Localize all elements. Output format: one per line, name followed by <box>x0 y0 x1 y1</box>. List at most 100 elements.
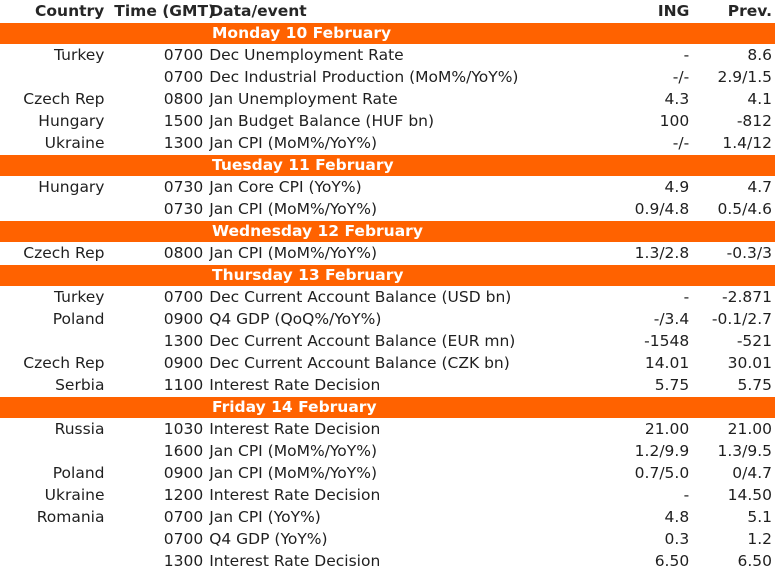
cell-ing-forecast: -/3.4 <box>653 310 690 328</box>
cell-event: Jan CPI (YoY%) <box>209 508 321 526</box>
cell-event: Dec Unemployment Rate <box>209 46 404 64</box>
table-row: 1600 Jan CPI (MoM%/YoY%) 1.2/9.9 1.3/9.5 <box>0 440 775 462</box>
cell-time: 1300 <box>163 552 204 570</box>
cell-ing-forecast: - <box>683 46 690 64</box>
cell-country: Poland <box>52 310 105 328</box>
cell-country <box>0 330 114 352</box>
cell-event: Dec Current Account Balance (USD bn) <box>209 288 512 306</box>
cell-event: Interest Rate Decision <box>209 486 381 504</box>
cell-event: Jan Budget Balance (HUF bn) <box>209 112 435 130</box>
cell-previous: 14.50 <box>727 486 772 504</box>
cell-country: Czech Rep <box>23 90 105 108</box>
day-label: Thursday 13 February <box>212 266 404 284</box>
cell-time: 0900 <box>163 354 204 372</box>
table-row: Hungary 0730 Jan Core CPI (YoY%) 4.9 4.7 <box>0 176 775 198</box>
cell-event: Jan CPI (MoM%/YoY%) <box>209 464 378 482</box>
cell-event: Jan CPI (MoM%/YoY%) <box>209 134 378 152</box>
day-header: Thursday 13 February <box>0 264 775 286</box>
cell-country: Russia <box>54 420 105 438</box>
table-row: Romania 0700 Jan CPI (YoY%) 4.8 5.1 <box>0 506 775 528</box>
cell-event: Interest Rate Decision <box>209 376 381 394</box>
table-row: Serbia 1100 Interest Rate Decision 5.75 5.75 <box>0 374 775 396</box>
cell-event: Dec Current Account Balance (CZK bn) <box>209 354 510 372</box>
cell-time: 0700 <box>163 46 204 64</box>
table-row: 0700 Dec Industrial Production (MoM%/YoY%… <box>0 66 775 88</box>
table-row: Turkey 0700 Dec Current Account Balance (U… <box>0 286 775 308</box>
cell-previous: 1.4/12 <box>722 134 772 152</box>
cell-previous: 0/4.7 <box>732 464 772 482</box>
table-row: 1300 Dec Current Account Balance (EUR mn)… <box>0 330 775 352</box>
cell-country: Hungary <box>38 112 105 130</box>
cell-ing-forecast: - <box>683 486 690 504</box>
cell-country: Serbia <box>55 376 105 394</box>
table-row: 0730 Jan CPI (MoM%/YoY%) 0.9/4.8 0.5/4.6 <box>0 198 775 220</box>
cell-previous: 6.50 <box>737 552 772 570</box>
cell-ing-forecast: 6.50 <box>654 552 690 570</box>
cell-event: Dec Industrial Production (MoM%/YoY%) <box>209 68 519 86</box>
cell-event: Dec Current Account Balance (EUR mn) <box>209 332 516 350</box>
cell-country: Czech Rep <box>23 244 105 262</box>
cell-previous: 4.1 <box>747 90 772 108</box>
cell-ing-forecast: 0.3 <box>664 530 690 548</box>
cell-country: Poland <box>52 464 105 482</box>
cell-previous: 0.5/4.6 <box>717 200 772 218</box>
cell-country <box>0 440 114 462</box>
table-row: Ukraine 1300 Jan CPI (MoM%/YoY%) -/- 1.4/12 <box>0 132 775 154</box>
cell-country <box>0 198 114 220</box>
cell-previous: 1.3/9.5 <box>717 442 772 460</box>
cell-time: 1200 <box>163 486 204 504</box>
cell-time: 0800 <box>163 244 204 262</box>
cell-time: 0700 <box>163 508 204 526</box>
cell-time: 0700 <box>163 68 204 86</box>
cell-time: 1500 <box>163 112 204 130</box>
cell-previous: -521 <box>736 332 772 350</box>
table-row: 1300 Interest Rate Decision 6.50 6.50 <box>0 550 775 572</box>
cell-time: 1100 <box>163 376 204 394</box>
table-row: Czech Rep 0800 Jan Unemployment Rate 4.3 4.1 <box>0 88 775 110</box>
column-header-ing: ING <box>657 2 690 20</box>
day-header: Wednesday 12 February <box>0 220 775 242</box>
cell-country: Hungary <box>38 178 105 196</box>
cell-event: Jan Unemployment Rate <box>209 90 398 108</box>
table-row: Turkey 0700 Dec Unemployment Rate - 8.6 <box>0 44 775 66</box>
cell-event: Interest Rate Decision <box>209 552 381 570</box>
day-header: Monday 10 February <box>0 22 775 44</box>
cell-event: Interest Rate Decision <box>209 420 381 438</box>
cell-country: Ukraine <box>44 134 105 152</box>
cell-time: 1030 <box>163 420 204 438</box>
cell-event: Jan CPI (MoM%/YoY%) <box>209 442 378 460</box>
cell-country <box>0 550 114 572</box>
cell-time: 0800 <box>163 90 204 108</box>
cell-country: Turkey <box>54 288 105 306</box>
table-row: Poland 0900 Q4 GDP (QoQ%/YoY%) -/3.4 -0.1/2.… <box>0 308 775 330</box>
day-label: Monday 10 February <box>212 24 392 42</box>
cell-ing-forecast: 4.3 <box>664 90 690 108</box>
cell-previous: 1.2 <box>747 530 772 548</box>
cell-ing-forecast: 0.9/4.8 <box>634 200 690 218</box>
cell-country: Ukraine <box>44 486 105 504</box>
table-row: 0700 Q4 GDP (YoY%) 0.3 1.2 <box>0 528 775 550</box>
table-row: Ukraine 1200 Interest Rate Decision - 14.50 <box>0 484 775 506</box>
cell-ing-forecast: 4.9 <box>664 178 690 196</box>
cell-previous: -2.871 <box>722 288 772 306</box>
cell-previous: 5.1 <box>747 508 772 526</box>
cell-time: 0730 <box>163 178 204 196</box>
cell-time: 1600 <box>163 442 204 460</box>
cell-time: 0900 <box>163 464 204 482</box>
cell-time: 0700 <box>163 530 204 548</box>
table-row: Czech Rep 0800 Jan CPI (MoM%/YoY%) 1.3/2.8 -… <box>0 242 775 264</box>
cell-previous: 21.00 <box>727 420 772 438</box>
cell-previous: 2.9/1.5 <box>717 68 772 86</box>
table-row: Hungary 1500 Jan Budget Balance (HUF bn) 10… <box>0 110 775 132</box>
table-row: Russia 1030 Interest Rate Decision 21.00 21.… <box>0 418 775 440</box>
cell-ing-forecast: -/- <box>672 134 690 152</box>
table-body: Monday 10 February Turkey 0700 Dec Unemploy… <box>0 22 775 572</box>
cell-previous: -812 <box>736 112 772 130</box>
day-label: Tuesday 11 February <box>212 156 394 174</box>
cell-previous: 30.01 <box>727 354 772 372</box>
cell-country: Romania <box>36 508 105 526</box>
cell-ing-forecast: 1.2/9.9 <box>634 442 690 460</box>
cell-time: 1300 <box>163 332 204 350</box>
cell-country <box>0 66 114 88</box>
